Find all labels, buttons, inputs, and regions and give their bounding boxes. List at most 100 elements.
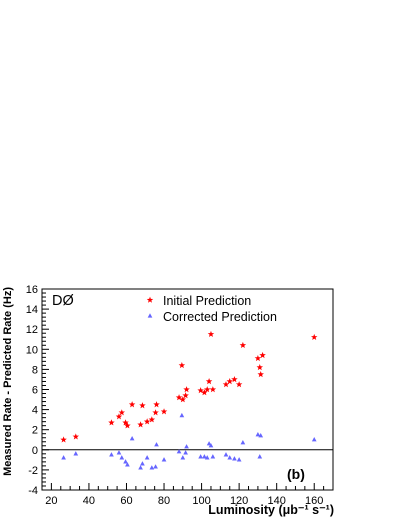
corrected-prediction-point (154, 442, 159, 447)
y-tick-label: -2 (28, 465, 38, 477)
y-tick-label: 0 (32, 445, 38, 457)
initial-prediction-point (143, 418, 151, 425)
initial-prediction-point (222, 381, 230, 388)
y-tick-label: 6 (32, 385, 38, 397)
initial-prediction-point (257, 371, 264, 378)
corrected-prediction-point (179, 412, 185, 418)
legend-marker-corrected-prediction (147, 313, 153, 318)
tick-marks (41, 288, 334, 491)
initial-prediction-point (122, 419, 129, 426)
initial-prediction-point (160, 408, 168, 415)
initial-prediction-point (259, 351, 266, 359)
initial-prediction-point (153, 401, 160, 408)
x-tick-label: 60 (120, 495, 132, 507)
corrected-prediction-point (144, 455, 150, 460)
initial-prediction-point (148, 416, 156, 423)
initial-prediction-point (239, 341, 247, 349)
initial-prediction-point (152, 409, 159, 416)
legend-label-initial-prediction: Initial Prediction (163, 294, 251, 308)
corrected-prediction-point (208, 443, 214, 448)
legend-label-corrected-prediction: Corrected Prediction (163, 310, 277, 324)
y-tick-label: 12 (26, 324, 38, 336)
corrected-prediction-point (149, 465, 155, 470)
legend-symbol (146, 296, 154, 303)
legend: Initial Prediction Corrected Prediction (146, 294, 277, 324)
y-tick-label: 14 (26, 304, 38, 316)
corrected-prediction-point (129, 436, 135, 441)
initial-prediction-point (256, 363, 264, 371)
corrected-prediction-point (258, 433, 264, 438)
initial-prediction-point (205, 378, 213, 385)
panel-label: (b) (287, 466, 305, 482)
corrected-prediction-point (198, 454, 203, 459)
x-tick-label: 140 (267, 495, 285, 507)
initial-prediction-point (197, 387, 204, 394)
x-tick-label: 100 (192, 495, 210, 507)
legend-symbol (147, 313, 153, 318)
x-tick-label: 160 (305, 495, 323, 507)
y-tick-label: 2 (32, 425, 38, 437)
corrected-prediction-point (184, 444, 189, 449)
corrected-prediction-point (232, 456, 237, 461)
corrected-prediction-point (119, 455, 125, 460)
initial-prediction-point (137, 421, 144, 428)
initial-prediction-point (183, 386, 190, 393)
corrected-prediction-point (202, 454, 207, 459)
corrected-prediction-point (153, 464, 158, 469)
initial-prediction-point (108, 419, 115, 426)
y-tick-label: 16 (26, 284, 38, 296)
corrected-prediction-point (61, 455, 66, 460)
x-tick-label: 20 (45, 495, 57, 507)
corrected-prediction-point (109, 452, 114, 457)
series-corrected-prediction (61, 412, 317, 470)
corrected-prediction-point (240, 440, 246, 445)
initial-prediction-point (203, 386, 211, 393)
corrected-prediction-point (180, 455, 186, 460)
corrected-prediction-point (257, 454, 263, 459)
corrected-prediction-point (125, 462, 130, 467)
corrected-prediction-point (183, 450, 188, 455)
corrected-prediction-point (206, 441, 212, 446)
data-series (60, 330, 318, 470)
corrected-prediction-point (223, 452, 229, 457)
corrected-prediction-point (236, 457, 242, 462)
experiment-label: DØ (52, 293, 74, 309)
initial-prediction-point (115, 413, 123, 420)
corrected-prediction-point (255, 432, 261, 437)
initial-prediction-point (124, 422, 131, 429)
initial-prediction-point (179, 396, 187, 403)
corrected-prediction-point (210, 454, 216, 459)
initial-prediction-point (209, 386, 217, 393)
initial-prediction-point (231, 376, 238, 383)
x-axis-title: Luminosity (μb⁻¹ s⁻¹) (208, 503, 334, 517)
legend-marker-initial-prediction (146, 296, 154, 303)
initial-prediction-point (175, 394, 183, 401)
initial-prediction-point (254, 354, 262, 362)
y-tick-label: 8 (32, 364, 38, 376)
corrected-prediction-point (227, 455, 233, 460)
initial-prediction-point (207, 330, 215, 337)
initial-prediction-point (182, 392, 189, 399)
initial-prediction-point (310, 333, 318, 340)
initial-prediction-point (201, 389, 208, 396)
y-tick-label: 10 (26, 344, 38, 356)
corrected-prediction-point (123, 459, 128, 464)
y-axis-title: Measured Rate - Predicted Rate (Hz) (2, 287, 14, 476)
x-tick-label: 40 (83, 495, 95, 507)
corrected-prediction-point (138, 465, 143, 470)
corrected-prediction-point (161, 457, 167, 462)
initial-prediction-point (226, 378, 233, 385)
initial-prediction-point (72, 433, 80, 440)
initial-prediction-point (118, 409, 126, 416)
corrected-prediction-point (73, 451, 79, 456)
initial-prediction-point (60, 436, 67, 443)
corrected-prediction-point (116, 450, 122, 455)
corrected-prediction-point (140, 461, 145, 466)
x-tick-label: 120 (230, 495, 248, 507)
initial-prediction-point (139, 402, 146, 409)
initial-prediction-point (235, 381, 243, 388)
corrected-prediction-point (311, 437, 317, 442)
series-initial-prediction (60, 330, 318, 443)
corrected-prediction-point (176, 449, 182, 454)
